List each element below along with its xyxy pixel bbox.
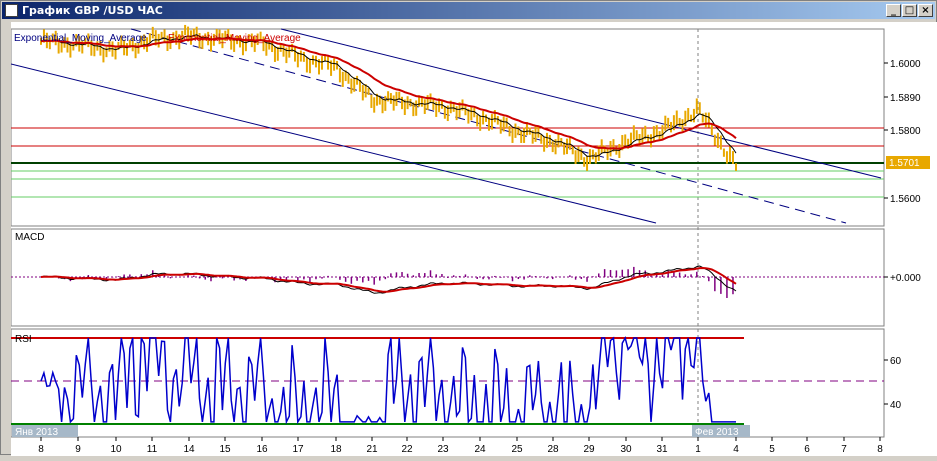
time-tick-label: 1 — [695, 444, 701, 455]
close-button[interactable]: × — [918, 4, 933, 17]
time-tick-label: 11 — [147, 444, 158, 455]
time-tick-label: 6 — [804, 444, 810, 455]
price-tick: 1.6000 — [890, 59, 921, 70]
time-tick-label: 10 — [110, 444, 122, 455]
time-tick-label: 8 — [877, 444, 883, 455]
ema-fast-line — [40, 34, 737, 157]
time-tick-label: 25 — [511, 444, 523, 455]
price-axis: 1.6000 1.5890 1.5800 1.5600 — [884, 59, 921, 205]
month-tag-jan — [12, 425, 78, 437]
time-tick-label: 15 — [219, 444, 231, 455]
price-tick: 1.5890 — [890, 93, 921, 104]
time-tick-label: 30 — [620, 444, 632, 455]
time-tick-label: 23 — [437, 444, 449, 455]
chart-window-icon — [5, 4, 18, 17]
current-price-tag — [886, 156, 930, 169]
time-tick-label: 16 — [256, 444, 268, 455]
macd-zero-label: +0.000 — [890, 273, 921, 284]
price-tick: 1.5600 — [890, 194, 921, 205]
time-tick-label: 18 — [330, 444, 342, 455]
rsi-tick-label: 60 — [890, 356, 902, 367]
chart-canvas[interactable]: Exponential_Moving_Average Exponential_M… — [10, 22, 937, 456]
channel-lower-line — [10, 63, 657, 224]
rsi-label: RSI — [15, 334, 32, 345]
time-tick-label: 21 — [366, 444, 378, 455]
window-title: График GBP /USD ЧАС — [22, 4, 163, 17]
month-tag-feb — [692, 425, 750, 437]
time-tick-label: 8 — [38, 444, 44, 455]
minimize-button[interactable]: _ — [886, 4, 901, 17]
current-price-label: 1.5701 — [889, 158, 920, 169]
time-tick-label: 5 — [769, 444, 775, 455]
time-tick-label: 17 — [292, 444, 304, 455]
macd-label: MACD — [15, 232, 44, 243]
rsi-line — [40, 336, 736, 425]
time-tick-label: 7 — [841, 444, 847, 455]
time-tick-label: 31 — [656, 444, 668, 455]
time-tick-label: 24 — [474, 444, 486, 455]
maximize-button[interactable]: □ — [902, 4, 917, 17]
time-axis: 8 9 10 11 14 15 16 17 18 21 22 23 24 25 28 29 30 31 1 4 5 6 7 8 — [38, 437, 883, 455]
time-tick-label: 9 — [75, 444, 81, 455]
month-label-jan: Янв 2013 — [15, 427, 59, 438]
time-tick-label: 22 — [401, 444, 413, 455]
chart-area[interactable]: Exponential_Moving_Average Exponential_M… — [10, 22, 937, 456]
ema-slow-line — [40, 37, 737, 150]
time-tick-label: 4 — [733, 444, 739, 455]
rsi-tick-label: 40 — [890, 400, 902, 411]
title-bar[interactable]: График GBP /USD ЧАС _ □ × — [2, 2, 935, 19]
legend-ema-slow: Exponential_Moving_Average — [168, 33, 301, 44]
month-label-feb: Фев 2013 — [695, 427, 739, 438]
time-tick-label: 29 — [583, 444, 595, 455]
legend-ema-fast: Exponential_Moving_Average — [14, 33, 147, 44]
channel-upper-line — [280, 28, 882, 179]
time-tick-label: 14 — [183, 444, 195, 455]
price-tick: 1.5800 — [890, 126, 921, 137]
time-tick-label: 28 — [547, 444, 559, 455]
price-series — [40, 24, 737, 171]
macd-line — [40, 265, 737, 294]
macd-signal-line — [40, 266, 737, 293]
